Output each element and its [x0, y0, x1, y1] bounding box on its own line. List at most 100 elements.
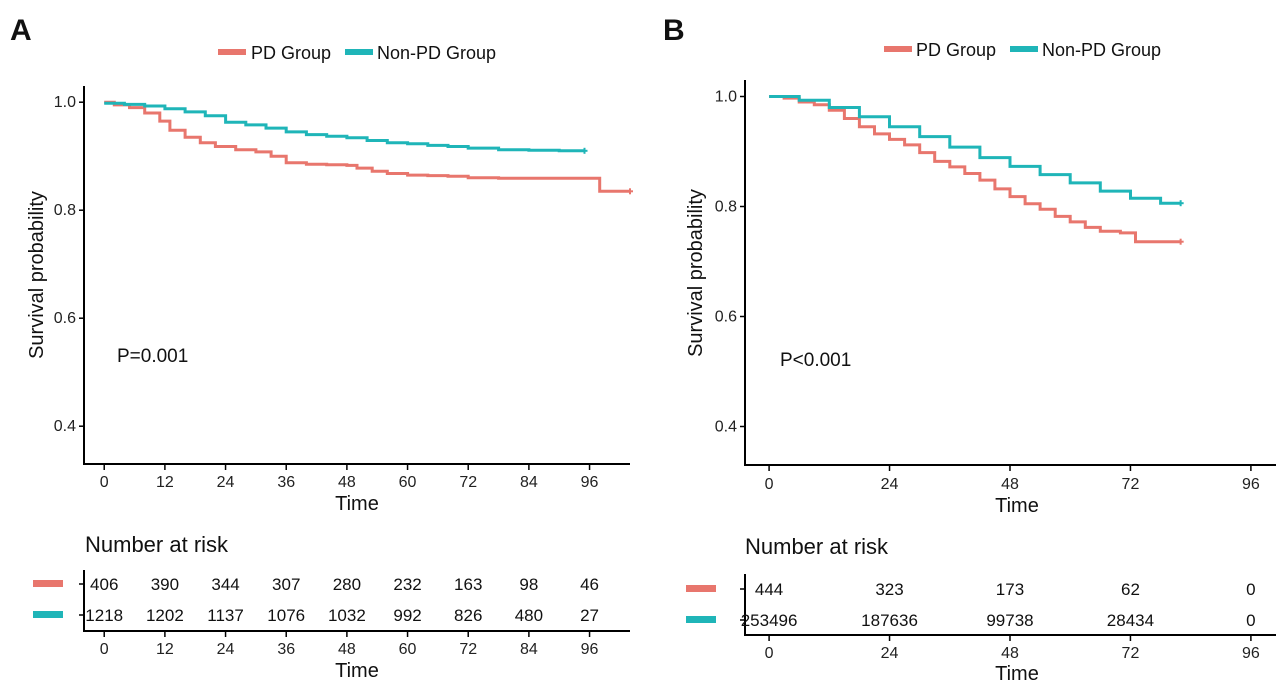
panel-a: A PD Group Non-PD Group 0.4 0.6 0.8 1.0 0 12… [10, 14, 633, 682]
panel-b-y-tick-label: 0.4 [715, 419, 737, 436]
panel-a-curves [104, 100, 633, 195]
panel-a-x-tick-label: 96 [581, 474, 599, 491]
panel-a-y-tick-label: 0.8 [54, 202, 76, 219]
panel-a-x-tick-label: 72 [459, 474, 477, 491]
panel-a-risk-tick-label: 60 [399, 641, 417, 658]
panel-b-y-ticks: 0.4 0.6 0.8 1.0 [715, 89, 745, 436]
panel-a-risk-x-ticks: 0 12 24 36 48 60 72 84 96 [79, 583, 599, 658]
panel-a-risk-tick-label: 0 [100, 641, 109, 658]
panel-b-y-axis-title: Survival probability [685, 189, 707, 357]
panel-a-risk-swatch-pd [33, 580, 63, 587]
panel-a-risk-value: 1218 [85, 606, 123, 625]
panel-a-risk-value: 307 [272, 575, 300, 594]
panel-a-risk-tick-label: 84 [520, 641, 538, 658]
panel-a-curve-nonpd [104, 101, 585, 153]
panel-a-legend-label-nonpd: Non-PD Group [377, 43, 496, 63]
panel-a-pvalue: P=0.001 [117, 346, 188, 367]
panel-a-y-ticks: 0.4 0.6 0.8 1.0 [54, 94, 84, 435]
panel-a-x-axis-title: Time [335, 493, 379, 515]
panel-a-legend-swatch-nonpd [345, 49, 373, 55]
panel-a-risk-tick-label: 48 [338, 641, 356, 658]
panel-b-x-tick-label: 0 [765, 476, 774, 493]
panel-a-risk-value: 1032 [328, 606, 366, 625]
panel-b-y-tick-label: 0.8 [715, 199, 737, 216]
panel-a-risk-value: 992 [393, 606, 421, 625]
panel-b-curve-pd [769, 95, 1181, 244]
panel-a-x-tick-label: 0 [100, 474, 109, 491]
panel-a-risk-value: 390 [151, 575, 179, 594]
panel-a-risk-value: 1202 [146, 606, 184, 625]
panel-a-risk-value: 344 [211, 575, 239, 594]
panel-b-risk-value: 28434 [1107, 611, 1154, 630]
panel-a-risk-value: 280 [333, 575, 361, 594]
panel-b-x-axis-title: Time [995, 495, 1039, 517]
panel-a-risk-value: 46 [580, 575, 599, 594]
panel-b-legend-label-nonpd: Non-PD Group [1042, 40, 1161, 60]
panel-a-risk-value: 826 [454, 606, 482, 625]
panel-b-x-tick-label: 72 [1122, 476, 1140, 493]
panel-a-risk-value: 406 [90, 575, 118, 594]
panel-b-risk-tick-label: 24 [881, 645, 899, 662]
panel-b-y-tick-label: 1.0 [715, 89, 737, 106]
panel-b-x-tick-label: 48 [1001, 476, 1019, 493]
panel-b-legend-swatch-nonpd [1010, 46, 1038, 52]
panel-a-risk-value: 480 [515, 606, 543, 625]
panel-a-curve-pd [104, 100, 630, 193]
panel-b-x-tick-label: 24 [881, 476, 899, 493]
panel-b-risk-value: 62 [1121, 580, 1140, 599]
panel-a-x-tick-label: 24 [217, 474, 235, 491]
panel-a-x-tick-label: 84 [520, 474, 538, 491]
panel-a-risk-x-axis-title: Time [335, 660, 379, 682]
panel-a-risk-tick-label: 72 [459, 641, 477, 658]
panel-a-risk-tick-label: 96 [581, 641, 599, 658]
panel-b-label: B [663, 14, 685, 47]
panel-a-risk-title: Number at risk [85, 532, 229, 557]
panel-a-risk-values: 406 390 344 307 280 232 163 98 46 1218 1202 1137 107… [85, 575, 599, 625]
panel-b-risk-tick-label: 48 [1001, 645, 1019, 662]
panel-b-risk-value: 253496 [741, 611, 798, 630]
panel-a-risk-swatch-nonpd [33, 611, 63, 618]
panel-a-risk-value: 98 [519, 575, 538, 594]
panel-b-y-tick-label: 0.6 [715, 309, 737, 326]
panel-a-y-tick-label: 0.4 [54, 418, 76, 435]
panel-a-x-tick-label: 36 [277, 474, 295, 491]
panel-b-risk-value: 99738 [986, 611, 1033, 630]
panel-b-legend-label-pd: PD Group [916, 40, 996, 60]
panel-b-curve-nonpd [769, 95, 1181, 205]
panel-b-risk-tick-label: 0 [765, 645, 774, 662]
panel-a-risk-value: 1137 [207, 606, 244, 625]
panel-b-legend-swatch-pd [884, 46, 912, 52]
panel-b-risk-x-axis-title: Time [995, 663, 1039, 683]
panel-a-x-tick-label: 60 [399, 474, 417, 491]
panel-b-risk-value: 323 [875, 580, 903, 599]
panel-a-risk-value: 232 [393, 575, 421, 594]
panel-b-curves [769, 95, 1184, 245]
panel-b-legend: PD Group Non-PD Group [884, 40, 1161, 60]
panel-b-risk-title: Number at risk [745, 534, 889, 559]
panel-a-y-tick-label: 1.0 [54, 94, 76, 111]
panel-b-risk-values: 444 323 173 62 0 253496 187636 99738 28434 0 [741, 580, 1256, 630]
panel-a-label: A [10, 14, 32, 47]
panel-a-y-axis-title: Survival probability [26, 191, 48, 359]
panel-b-risk-tick-label: 72 [1122, 645, 1140, 662]
panel-a-legend: PD Group Non-PD Group [218, 43, 496, 63]
panel-a-x-ticks: 0 12 24 36 48 60 72 84 96 [100, 464, 599, 491]
panel-b-risk-tick-label: 96 [1242, 645, 1260, 662]
panel-b-risk-value: 173 [996, 580, 1024, 599]
panel-a-y-tick-label: 0.6 [54, 310, 76, 327]
panel-b-risk-x-ticks: 0 24 48 72 96 [740, 588, 1260, 662]
panel-b-pvalue: P<0.001 [780, 350, 851, 371]
panel-b-risk-value: 0 [1246, 580, 1255, 599]
panel-b-risk-value: 187636 [861, 611, 918, 630]
panel-b-risk-value: 0 [1246, 611, 1255, 630]
panel-b-risk-value: 444 [755, 580, 783, 599]
panel-b: B PD Group Non-PD Group 0.4 0.6 0.8 1.0 0 24… [663, 14, 1276, 683]
panel-b-x-tick-label: 96 [1242, 476, 1260, 493]
panel-a-risk-tick-label: 12 [156, 641, 174, 658]
panel-a-risk-tick-label: 36 [277, 641, 295, 658]
panel-a-risk-value: 27 [580, 606, 599, 625]
panel-a-legend-swatch-pd [218, 49, 246, 55]
panel-a-x-tick-label: 48 [338, 474, 356, 491]
panel-b-risk-swatch-nonpd [686, 616, 716, 623]
